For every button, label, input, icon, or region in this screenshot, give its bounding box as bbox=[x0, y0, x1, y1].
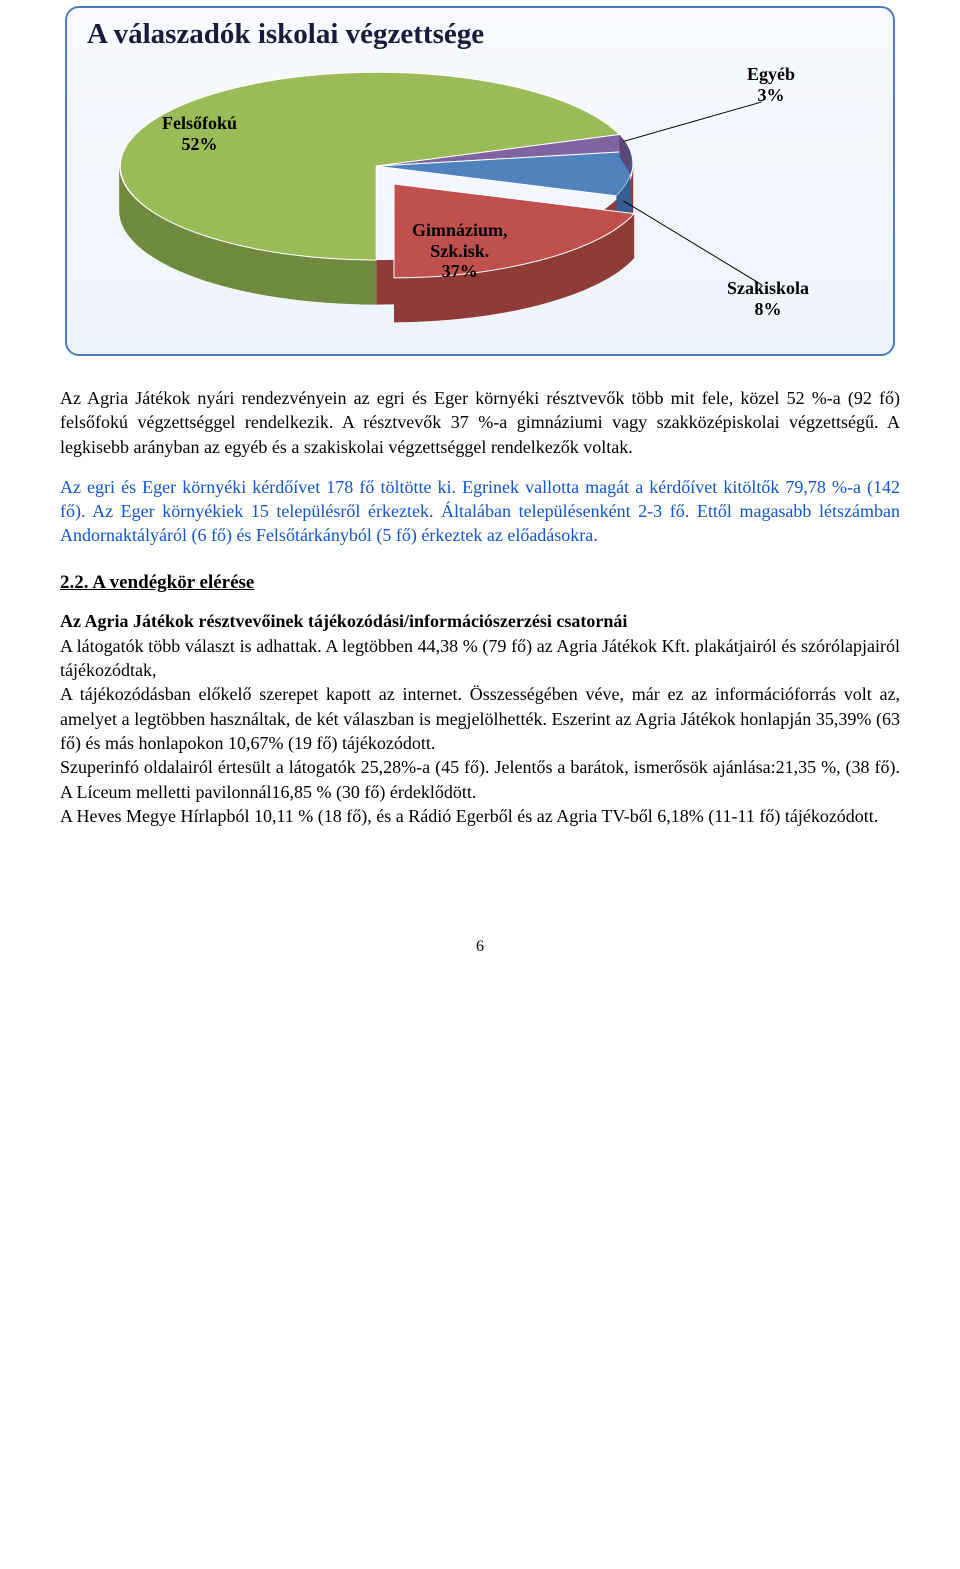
pie-label-gimnazium-2: Szk.isk. bbox=[412, 241, 508, 262]
leader-szakiskola bbox=[623, 201, 761, 285]
section-heading: 2.2. A vendégkör elérése bbox=[60, 570, 900, 596]
paragraph-6: A Heves Megye Hírlapból 10,11 % (18 fő),… bbox=[60, 804, 900, 828]
pie-label-gimnazium-3: 37% bbox=[412, 261, 508, 282]
pie-label-egyeb: Egyéb 3% bbox=[747, 64, 795, 105]
pie-label-felsofoku-2: 52% bbox=[162, 134, 237, 155]
pie-label-gimnazium-1: Gimnázium, bbox=[412, 220, 508, 240]
page-number: 6 bbox=[60, 938, 900, 956]
pie-label-egyeb-1: Egyéb bbox=[747, 64, 795, 84]
pie-label-felsofoku: Felsőfokú 52% bbox=[162, 113, 237, 154]
paragraph-1: Az Agria Játékok nyári rendezvényein az … bbox=[60, 386, 900, 459]
paragraph-3: A látogatók több választ is adhattak. A … bbox=[60, 634, 900, 683]
pie-label-felsofoku-1: Felsőfokú bbox=[162, 113, 237, 133]
paragraph-5: Szuperinfó oldalairól értesült a látogat… bbox=[60, 755, 900, 804]
pie-label-szakiskola-1: Szakiskola bbox=[727, 278, 809, 298]
pie-label-egyeb-2: 3% bbox=[747, 85, 795, 106]
body-text: Az Agria Játékok nyári rendezvényein az … bbox=[60, 386, 900, 828]
pie-label-gimnazium: Gimnázium, Szk.isk. 37% bbox=[412, 220, 508, 282]
leader-egyeb bbox=[623, 102, 761, 142]
subheading: Az Agria Játékok résztvevőinek tájékozód… bbox=[60, 611, 627, 631]
paragraph-4: A tájékozódásban előkelő szerepet kapott… bbox=[60, 682, 900, 755]
paragraph-2-blue: Az egri és Eger környéki kérdőívet 178 f… bbox=[60, 475, 900, 548]
pie-label-szakiskola-2: 8% bbox=[727, 299, 809, 320]
education-pie-chart: A válaszadók iskolai végzettsége bbox=[65, 6, 895, 356]
pie-label-szakiskola: Szakiskola 8% bbox=[727, 278, 809, 319]
chart-title: A válaszadók iskolai végzettsége bbox=[87, 18, 484, 51]
